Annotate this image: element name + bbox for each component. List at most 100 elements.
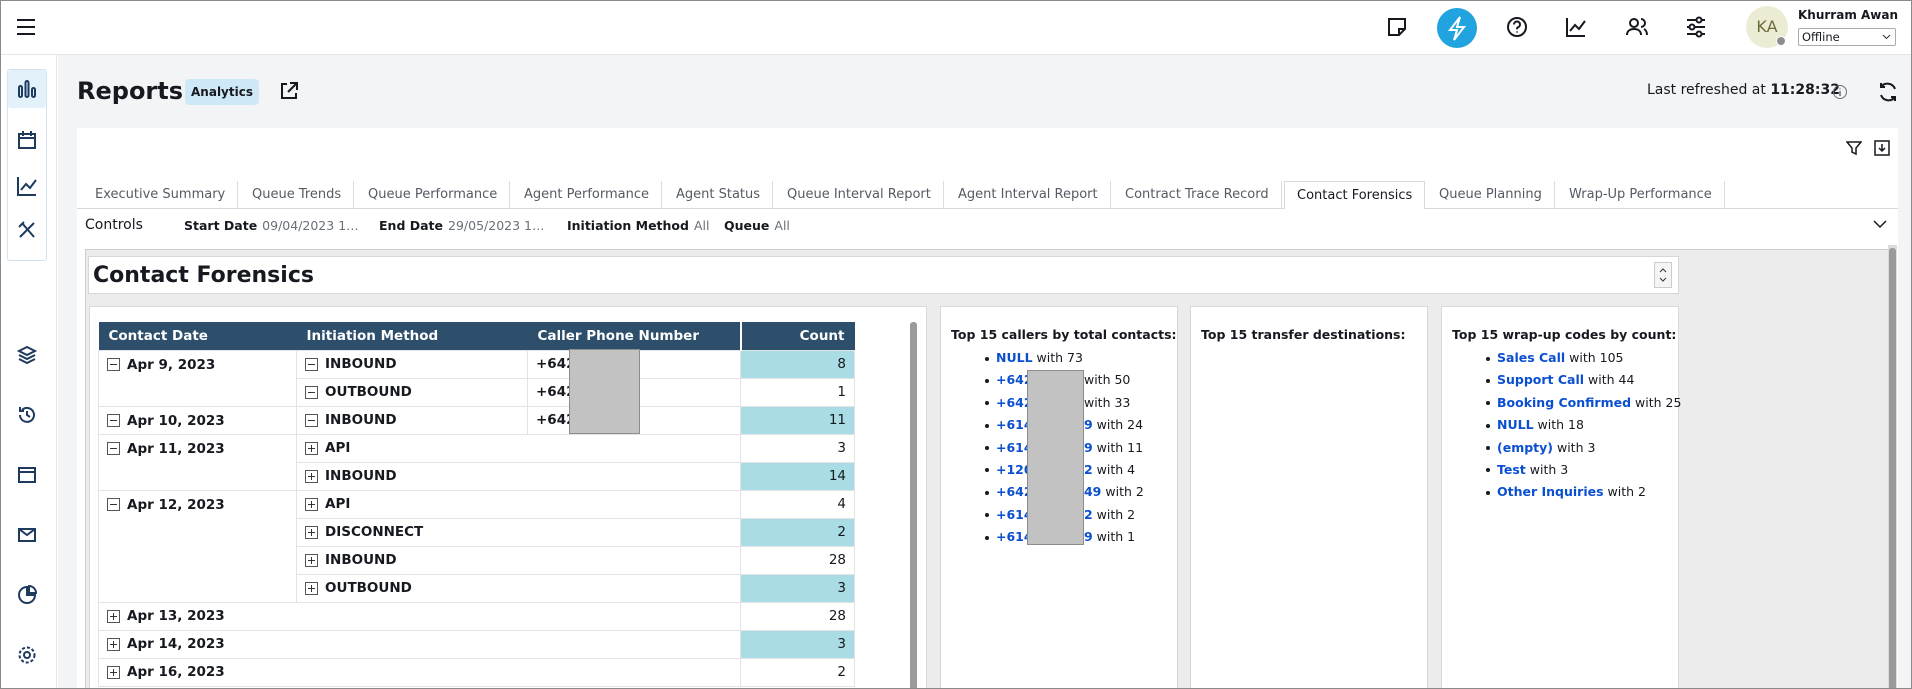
count-cell: 14 (741, 462, 855, 490)
item-link[interactable]: Sales Call (1497, 350, 1565, 365)
filter-label: Initiation Method (567, 218, 689, 233)
expand-icon[interactable] (305, 582, 318, 595)
refresh-icon[interactable] (1877, 81, 1899, 103)
item-link-tail[interactable]: 2 (1084, 462, 1093, 477)
expand-icon[interactable] (305, 470, 318, 483)
expand-icon[interactable] (305, 526, 318, 539)
item-link[interactable]: NULL (1497, 417, 1534, 432)
expand-icon[interactable] (107, 638, 120, 651)
date: Apr 10, 2023 (127, 413, 225, 429)
menu-icon[interactable] (15, 17, 37, 37)
nav-reports[interactable] (17, 80, 37, 98)
table-scroll-thumb (910, 322, 917, 689)
refresh-time: 11:28:32 (1770, 82, 1840, 98)
callers-panel: Top 15 callers by total contacts: NULL w… (940, 306, 1178, 689)
item-link[interactable]: (empty) (1497, 440, 1553, 455)
collapse-icon[interactable] (305, 414, 318, 427)
nav-settings[interactable] (17, 645, 37, 665)
spinner[interactable] (1654, 262, 1672, 288)
method: INBOUND (325, 412, 397, 428)
item-link-tail[interactable]: 9 (1084, 440, 1093, 455)
collapse-icon[interactable] (305, 358, 318, 371)
method-cell: INBOUND (297, 546, 741, 574)
filter-icon[interactable] (1846, 140, 1862, 156)
item-link[interactable]: NULL (996, 350, 1033, 365)
item-link-tail[interactable]: 9 (1084, 417, 1093, 432)
list-item: Sales Call with 105 (1486, 347, 1681, 369)
refresh-info: Last refreshed at 11:28:32 (1647, 82, 1840, 98)
list-item: Booking Confirmed with 25 (1486, 392, 1681, 414)
item-link[interactable]: Other Inquiries (1497, 484, 1604, 499)
page-scroll-thumb (1889, 248, 1896, 689)
status-value: Offline (1802, 30, 1840, 44)
expand-icon[interactable] (305, 498, 318, 511)
settings-sliders-icon[interactable] (1685, 16, 1707, 38)
tab[interactable]: Queue Performance (356, 181, 510, 208)
filter[interactable]: End Date29/05/2023 1… (379, 218, 545, 233)
item-link-tail[interactable]: 2 (1084, 507, 1093, 522)
item-link[interactable]: Test (1497, 462, 1526, 477)
filter[interactable]: Start Date09/04/2023 1… (184, 218, 359, 233)
row: Apr 10, 2023INBOUND+64211 (99, 406, 855, 434)
info-icon[interactable] (1832, 84, 1848, 100)
notes-icon[interactable] (1386, 16, 1408, 38)
nav-pie[interactable] (17, 585, 37, 605)
table-wrap: Contact DateInitiation MethodCaller Phon… (98, 322, 855, 687)
expand-icon[interactable] (107, 666, 120, 679)
date-cell: Apr 14, 2023 (99, 630, 741, 658)
date-cell: Apr 11, 2023 (99, 434, 297, 490)
expand-icon[interactable] (305, 442, 318, 455)
tab[interactable]: Agent Performance (512, 181, 662, 208)
method-cell: API (297, 434, 741, 462)
item-suffix: with 24 (1097, 417, 1143, 432)
nav-trends[interactable] (17, 176, 37, 196)
filter[interactable]: Initiation MethodAll (567, 218, 709, 233)
wrapup-title: Top 15 wrap-up codes by count: (1452, 327, 1676, 342)
tab[interactable]: Contract Trace Record (1113, 181, 1282, 208)
tab[interactable]: Agent Interval Report (946, 181, 1111, 208)
analytics-icon[interactable] (1565, 16, 1587, 38)
nav-history[interactable] (17, 405, 37, 425)
external-link-icon[interactable] (279, 81, 299, 101)
item-link-tail[interactable]: 9 (1084, 529, 1093, 544)
collapse-icon[interactable] (305, 386, 318, 399)
users-icon[interactable] (1625, 16, 1649, 38)
date: Apr 9, 2023 (127, 357, 215, 373)
nav-mail[interactable] (17, 525, 37, 545)
quick-connect-icon[interactable] (1436, 7, 1478, 49)
count-cell: 2 (741, 518, 855, 546)
tab[interactable]: Agent Status (664, 181, 773, 208)
row: Apr 9, 2023INBOUND+6428 (99, 350, 855, 378)
nav-layers[interactable] (17, 345, 37, 365)
nav-window[interactable] (17, 465, 37, 485)
tab[interactable]: Contact Forensics (1284, 181, 1425, 209)
export-icon[interactable] (1874, 140, 1890, 156)
tab[interactable]: Queue Planning (1427, 181, 1555, 208)
controls-chevron[interactable] (1873, 219, 1887, 229)
list-item: (empty) with 3 (1486, 437, 1681, 459)
expand-icon[interactable] (107, 610, 120, 623)
expand-icon[interactable] (305, 554, 318, 567)
item-link[interactable]: Booking Confirmed (1497, 395, 1631, 410)
collapse-icon[interactable] (107, 498, 120, 511)
tab[interactable]: Executive Summary (83, 181, 238, 208)
item-suffix: with 2 (1608, 484, 1646, 499)
filter[interactable]: QueueAll (724, 218, 790, 233)
item-link[interactable]: Support Call (1497, 372, 1584, 387)
nav-tools[interactable] (17, 220, 37, 240)
help-icon[interactable] (1506, 16, 1528, 38)
item-suffix: with 1 (1097, 529, 1135, 544)
list-item: Support Call with 44 (1486, 369, 1681, 391)
collapse-icon[interactable] (107, 414, 120, 427)
tab[interactable]: Wrap-Up Performance (1557, 181, 1725, 208)
status-select[interactable]: Offline (1798, 28, 1896, 46)
method-cell: API (297, 490, 741, 518)
tab[interactable]: Queue Trends (240, 181, 354, 208)
collapse-icon[interactable] (107, 358, 120, 371)
item-link-tail[interactable]: 49 (1084, 484, 1101, 499)
collapse-icon[interactable] (107, 442, 120, 455)
tab[interactable]: Queue Interval Report (775, 181, 944, 208)
nav-calendar[interactable] (17, 130, 37, 150)
refresh-label: Last refreshed at (1647, 82, 1766, 98)
